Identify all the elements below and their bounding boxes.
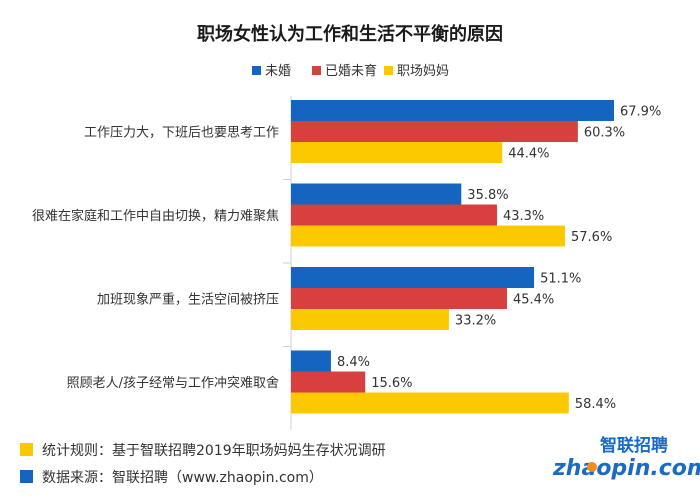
category-label-3: 加班现象严重，生活空间被挤压 bbox=[97, 292, 279, 308]
footer: 统计规则：基于智联招聘2019年职场妈妈生存状况调研 数据来源：智联招聘（www… bbox=[20, 442, 386, 486]
plot-area: 工作压力大，下班后也要思考工作 67.9% 60.3% 44.4% 很难在家庭和工作中自… bbox=[32, 96, 661, 430]
legend-swatch-2 bbox=[312, 66, 321, 75]
bar-1-4 bbox=[291, 350, 331, 372]
value-label-2-2: 43.3% bbox=[503, 209, 544, 224]
bar-2-2 bbox=[291, 204, 497, 226]
bar-2-4 bbox=[291, 371, 366, 393]
category-label-4: 照顾老人/孩子经常与工作冲突难取舍 bbox=[67, 375, 279, 391]
value-label-1-3: 51.1% bbox=[540, 272, 581, 287]
bar-3-1 bbox=[291, 142, 503, 163]
value-label-2-3: 45.4% bbox=[513, 293, 554, 308]
legend-swatch-3 bbox=[384, 66, 393, 75]
logo-bottom-text: zhaopin.com bbox=[552, 456, 700, 481]
zhaopin-logo: 智联招聘 zhaopin.com bbox=[552, 435, 700, 481]
value-label-1-4: 8.4% bbox=[337, 355, 370, 370]
bar-1-3 bbox=[291, 267, 535, 288]
category-label-2: 很难在家庭和工作中自由切换，精力难聚焦 bbox=[32, 208, 279, 224]
value-label-3-3: 33.2% bbox=[455, 314, 496, 329]
bar-1-1 bbox=[291, 100, 614, 121]
legend-label-2: 已婚未育 bbox=[325, 63, 377, 79]
category-label-1: 工作压力大，下班后也要思考工作 bbox=[84, 126, 279, 141]
logo-top-text: 智联招聘 bbox=[600, 435, 668, 456]
value-label-2-4: 15.6% bbox=[371, 376, 412, 391]
value-label-1-2: 35.8% bbox=[467, 188, 508, 203]
source-marker bbox=[20, 470, 33, 483]
logo-accent-dot bbox=[587, 462, 597, 472]
rule-marker bbox=[20, 443, 33, 456]
bar-2-3 bbox=[291, 288, 507, 309]
rule-text: 统计规则：基于智联招聘2019年职场妈妈生存状况调研 bbox=[42, 442, 386, 459]
legend: 未婚 已婚未育 职场妈妈 bbox=[252, 63, 449, 79]
legend-label-1: 未婚 bbox=[265, 64, 291, 79]
value-label-1-1: 67.9% bbox=[620, 105, 661, 120]
source-text: 数据来源：智联招聘（www.zhaopin.com） bbox=[42, 470, 323, 486]
bar-1-2 bbox=[291, 183, 462, 205]
value-label-3-1: 44.4% bbox=[508, 147, 549, 162]
legend-swatch-1 bbox=[252, 66, 261, 75]
legend-label-3: 职场妈妈 bbox=[397, 64, 449, 79]
value-label-3-4: 58.4% bbox=[575, 397, 616, 412]
bar-3-2 bbox=[291, 225, 566, 247]
bar-3-4 bbox=[291, 392, 569, 414]
value-label-3-2: 57.6% bbox=[571, 230, 612, 245]
chart-title: 职场女性认为工作和生活不平衡的原因 bbox=[197, 23, 503, 45]
value-label-2-1: 60.3% bbox=[584, 126, 625, 141]
bar-3-3 bbox=[291, 309, 449, 330]
bar-2-1 bbox=[291, 121, 578, 142]
